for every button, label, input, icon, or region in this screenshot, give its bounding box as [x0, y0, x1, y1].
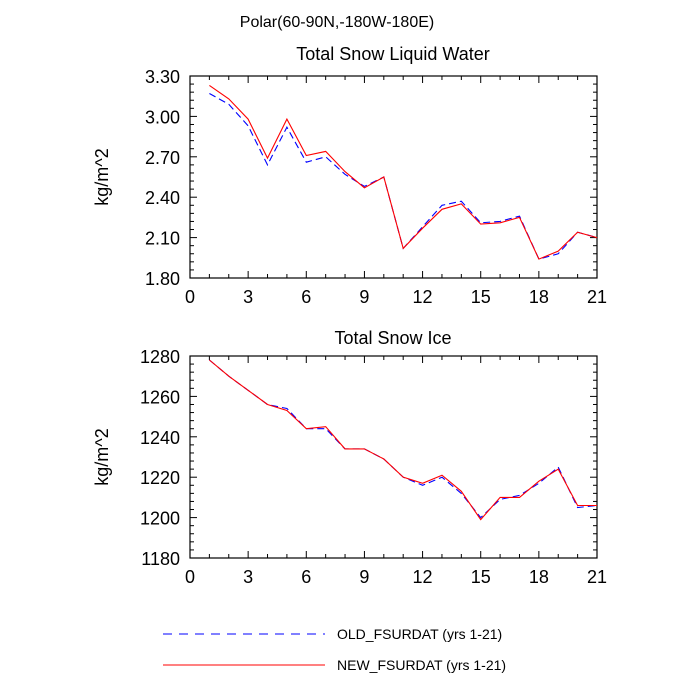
y-tick-label: 3.00: [145, 107, 180, 127]
x-tick-label: 9: [359, 567, 369, 587]
y-tick-label: 1240: [140, 428, 180, 448]
x-tick-label: 18: [529, 567, 549, 587]
y-axis-label: kg/m^2: [92, 148, 112, 205]
series-line-old: [209, 93, 598, 260]
figure-title: Polar(60-90N,-180W-180E): [240, 14, 434, 31]
y-tick-label: 1280: [140, 347, 180, 367]
y-tick-label: 1220: [140, 468, 180, 488]
legend: OLD_FSURDAT (yrs 1-21) NEW_FSURDAT (yrs …: [163, 626, 506, 673]
x-tick-label: 0: [185, 287, 195, 307]
series-line-new: [209, 84, 598, 260]
chart-title-2: Total Snow Ice: [334, 328, 451, 348]
chart-panel-snow-ice: 0 3 6 9 12 15 18 21 1180 1200 1220 1240 1260 1280 kg/m…: [92, 347, 607, 587]
series-line-old: [209, 359, 598, 519]
x-tick-label: 21: [587, 287, 607, 307]
legend-label-new: NEW_FSURDAT (yrs 1-21): [337, 657, 506, 673]
x-tick-label: 6: [301, 287, 311, 307]
y-tick-label: 1180: [141, 549, 180, 569]
y-tick-label: 1260: [140, 387, 180, 407]
y-tick-label: 2.40: [145, 188, 180, 208]
chart-title-1: Total Snow Liquid Water: [296, 44, 489, 64]
x-tick-label: 18: [529, 287, 549, 307]
x-tick-label: 9: [359, 287, 369, 307]
y-tick-label: 1.80: [145, 269, 180, 289]
x-tick-label: 21: [587, 567, 607, 587]
chart-panel-snow-liquid-water: 0 3 6 9 12 15 18 21 1.80 2.10 2.40 2.70 3.00 3.30 kg/m…: [92, 67, 607, 307]
plot-frame: [189, 355, 598, 559]
y-axis-label: kg/m^2: [92, 428, 112, 485]
series-line-new: [209, 359, 597, 521]
plot-frame: [189, 75, 598, 279]
x-tick-label: 3: [243, 287, 253, 307]
x-tick-label: 3: [243, 567, 253, 587]
x-tick-label: 12: [413, 287, 433, 307]
legend-label-old: OLD_FSURDAT (yrs 1-21): [337, 626, 502, 642]
x-tick-label: 6: [301, 567, 311, 587]
y-tick-label: 2.70: [145, 148, 180, 168]
x-tick-label: 15: [471, 287, 491, 307]
y-tick-label: 2.10: [145, 229, 180, 249]
y-tick-label: 1200: [140, 509, 180, 529]
x-tick-label: 15: [471, 567, 491, 587]
x-tick-label: 0: [185, 567, 195, 587]
x-tick-label: 12: [413, 567, 433, 587]
y-tick-label: 3.30: [145, 67, 180, 87]
